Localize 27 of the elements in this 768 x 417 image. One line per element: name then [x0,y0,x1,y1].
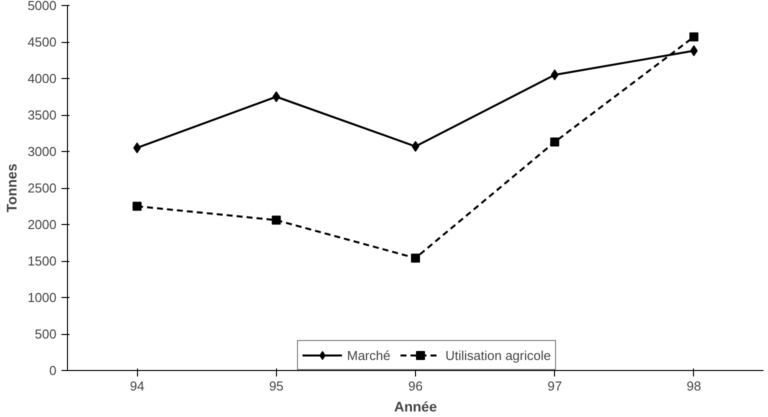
x-tick-label: 94 [130,378,144,394]
legend-label: Utilisation agricole [445,348,551,362]
y-tick-label: 3000 [28,144,56,159]
point [411,254,420,263]
y-tick-label: 4500 [28,34,56,50]
y-tick-label: 2000 [28,217,56,232]
y-tick-label: 4000 [28,71,56,86]
point [550,69,559,80]
point [689,32,698,42]
y-tick-label: 1000 [28,290,56,305]
x-tick-label: 98 [686,378,702,394]
x-axis-title: Année [394,398,438,414]
y-tick-label: 2500 [28,180,56,196]
point [272,216,281,225]
point [550,138,560,147]
y-tick-label: 5000 [28,0,56,13]
y-tick-label: 1500 [28,254,56,268]
legend-label: Marché [347,348,390,362]
y-tick-label: 500 [34,326,57,342]
y-tick-label: 3500 [28,108,56,122]
x-tick-label: 95 [269,378,284,394]
y-tick-label: 0 [49,363,57,378]
point [272,91,280,102]
x-tick-label: 97 [547,378,562,394]
y-axis-title: Tonnes [4,163,20,212]
x-tick-label: 96 [408,378,423,394]
point [132,202,142,211]
